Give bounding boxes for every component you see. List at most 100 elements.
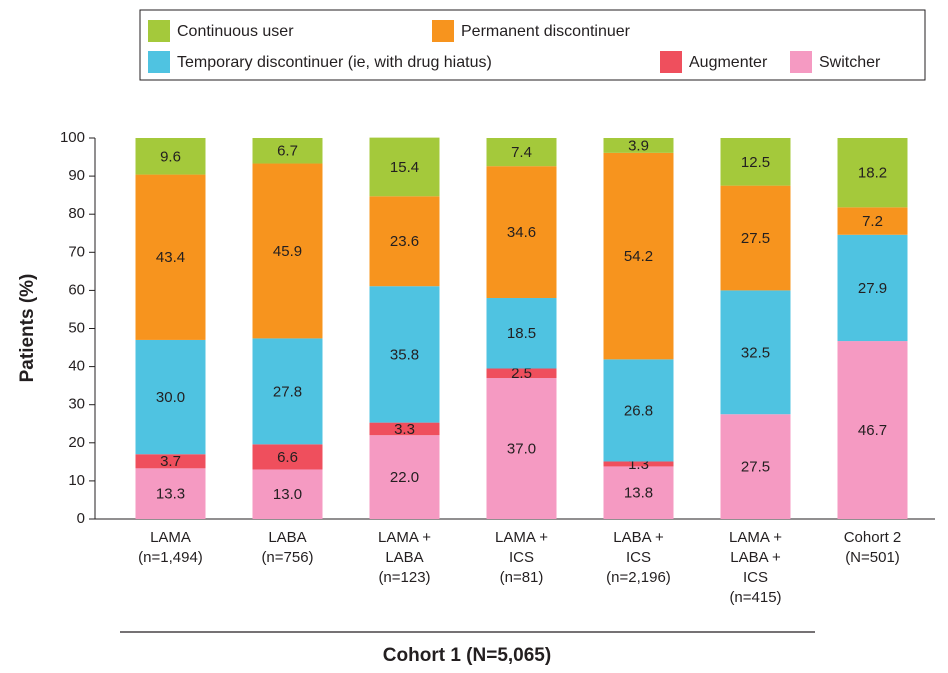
- x-tick-label: (n=2,196): [606, 569, 671, 586]
- y-tick-label: 80: [68, 205, 85, 222]
- data-label: 23.6: [390, 233, 419, 250]
- data-label: 43.4: [156, 249, 185, 266]
- bar-segment: [720, 185, 791, 291]
- data-label: 22.0: [390, 469, 419, 486]
- bar-segment: [135, 454, 206, 469]
- legend-label: Permanent discontinuer: [461, 23, 631, 40]
- data-label: 35.8: [390, 346, 419, 363]
- data-label: 3.9: [628, 137, 649, 154]
- legend-box: [139, 9, 926, 81]
- legend-label: Continuous user: [177, 23, 294, 40]
- y-tick-label: 30: [68, 396, 85, 413]
- data-label: 12.5: [741, 154, 770, 171]
- x-tick-label: Cohort 2: [844, 529, 902, 546]
- data-label: 27.5: [741, 230, 770, 247]
- data-label: 54.2: [624, 248, 653, 265]
- bar-segment: [252, 338, 323, 445]
- data-label: 30.0: [156, 389, 185, 406]
- legend-swatch: [790, 51, 812, 73]
- data-label: 27.9: [858, 280, 887, 297]
- y-tick-label: 10: [68, 472, 85, 489]
- y-tick-label: 90: [68, 167, 85, 184]
- x-tick-label: LAMA +: [495, 529, 548, 546]
- x-tick-label: LABA: [268, 529, 306, 546]
- legend-label: Switcher: [819, 54, 881, 71]
- bar-segment: [837, 234, 908, 342]
- data-label: 3.7: [160, 453, 181, 470]
- x-tick-label: ICS: [626, 549, 651, 566]
- data-label: 18.2: [858, 165, 887, 182]
- y-tick-label: 0: [77, 510, 85, 527]
- data-label: 37.0: [507, 440, 536, 457]
- data-label: 27.5: [741, 459, 770, 476]
- bar-segment: [486, 298, 557, 369]
- bar-segment: [252, 138, 323, 164]
- y-axis-label: Patients (%): [17, 274, 38, 383]
- y-tick-label: 60: [68, 281, 85, 298]
- legend-swatch: [148, 20, 170, 42]
- y-tick-label: 100: [60, 129, 85, 146]
- bar-segment: [603, 461, 674, 467]
- x-tick-label: LAMA +: [378, 529, 431, 546]
- bar-segment: [135, 339, 206, 455]
- x-tick-label: LABA +: [613, 529, 664, 546]
- data-label: 2.5: [511, 365, 532, 382]
- bar-segment: [486, 378, 557, 519]
- y-tick-label: 20: [68, 434, 85, 451]
- x-tick-label: LABA: [385, 549, 423, 566]
- bar-segment: [837, 207, 908, 235]
- group-label: Cohort 1 (N=5,065): [383, 645, 551, 666]
- bar-segment: [369, 435, 440, 519]
- bar-segment: [720, 290, 791, 415]
- data-label: 3.3: [394, 421, 415, 438]
- data-label: 27.8: [273, 383, 302, 400]
- bar-segment: [486, 138, 557, 167]
- data-label: 13.3: [156, 486, 185, 503]
- x-tick-label: (n=756): [261, 549, 313, 566]
- data-label: 7.4: [511, 144, 532, 161]
- legend-label: Temporary discontinuer (ie, with drug hi…: [177, 54, 492, 71]
- legend-label: Augmenter: [689, 54, 768, 71]
- bar-segment: [603, 466, 674, 519]
- legend-swatch: [432, 20, 454, 42]
- bar-segment: [252, 163, 323, 339]
- bar-segment: [369, 286, 440, 423]
- bar-segment: [486, 166, 557, 299]
- bar-segment: [135, 174, 206, 340]
- x-tick-label: ICS: [509, 549, 534, 566]
- y-tick-label: 70: [68, 243, 85, 260]
- x-tick-label: (n=81): [500, 569, 544, 586]
- bar-segment: [837, 341, 908, 519]
- bar-segment: [603, 359, 674, 462]
- data-label: 7.2: [862, 213, 883, 230]
- bar-segment: [369, 137, 440, 197]
- data-label: 18.5: [507, 325, 536, 342]
- bar-segment: [720, 138, 791, 186]
- data-label: 45.9: [273, 243, 302, 260]
- data-label: 26.8: [624, 402, 653, 419]
- data-label: 13.0: [273, 486, 302, 503]
- x-tick-label: (N=501): [845, 549, 900, 566]
- x-tick-label: (n=123): [378, 569, 430, 586]
- data-label: 6.6: [277, 449, 298, 466]
- y-tick-label: 50: [68, 319, 85, 336]
- bar-segment: [252, 444, 323, 470]
- data-label: 15.4: [390, 159, 419, 176]
- bar-segment: [369, 196, 440, 287]
- legend-swatch: [148, 51, 170, 73]
- bar-segment: [837, 138, 908, 208]
- data-label: 34.6: [507, 224, 536, 241]
- x-tick-label: (n=1,494): [138, 549, 203, 566]
- x-tick-label: ICS: [743, 569, 768, 586]
- data-label: 9.6: [160, 148, 181, 165]
- y-tick-label: 40: [68, 358, 85, 375]
- bar-segment: [252, 469, 323, 519]
- x-tick-label: LABA +: [730, 549, 781, 566]
- data-label: 32.5: [741, 344, 770, 361]
- bar-segment: [720, 414, 791, 519]
- x-tick-label: LAMA +: [729, 529, 782, 546]
- data-label: 46.7: [858, 422, 887, 439]
- legend-swatch: [660, 51, 682, 73]
- bar-segment: [135, 138, 206, 175]
